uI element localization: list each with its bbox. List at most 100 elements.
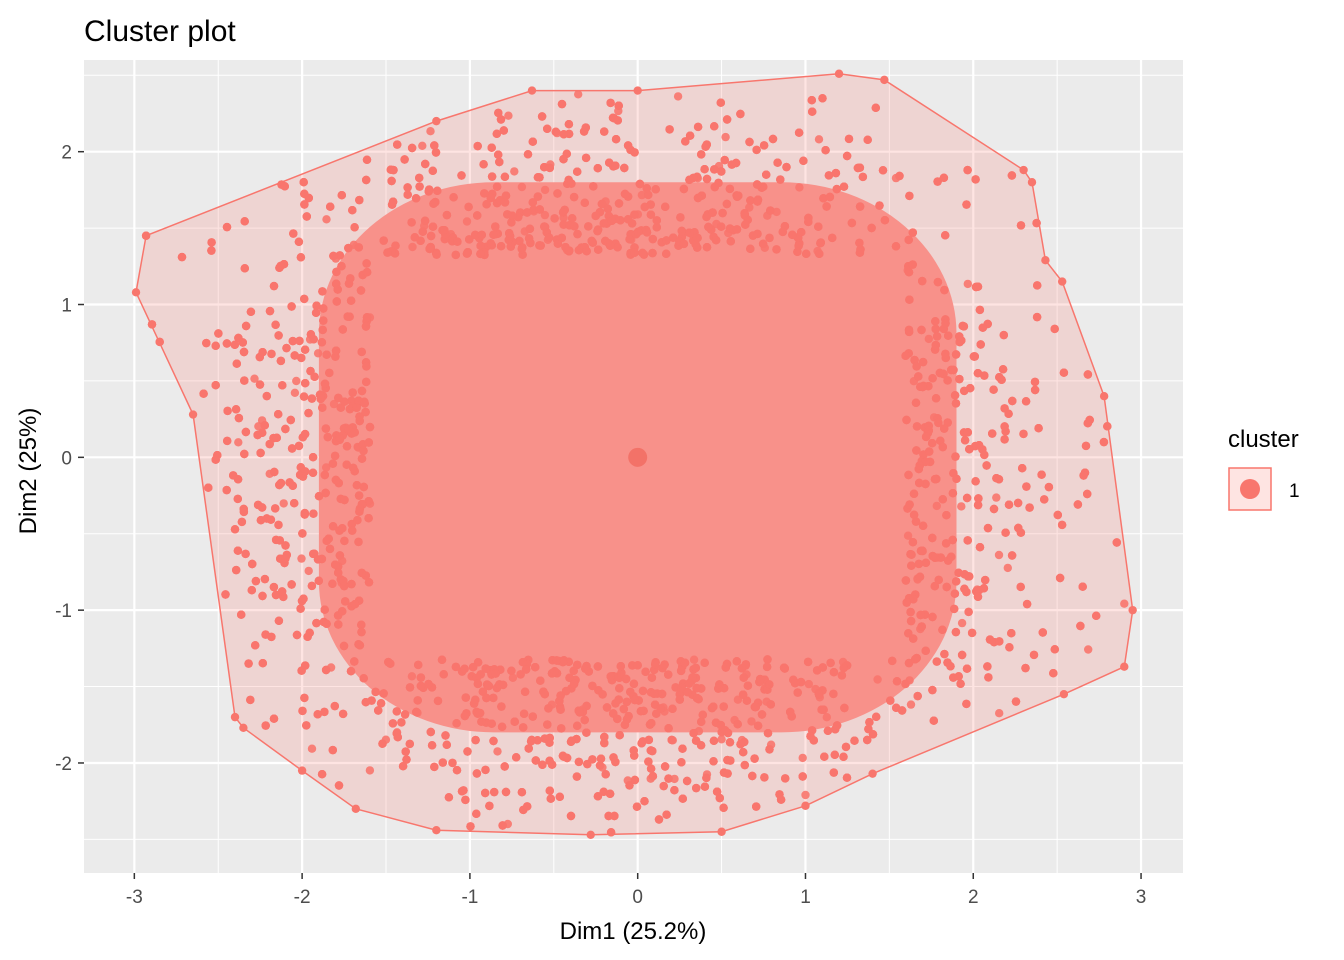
- data-point: [700, 165, 709, 174]
- data-point: [501, 191, 511, 200]
- data-point: [281, 541, 290, 550]
- data-point: [984, 673, 993, 682]
- data-point: [915, 461, 924, 470]
- data-point: [286, 415, 295, 425]
- data-point: [976, 340, 985, 349]
- data-point: [331, 560, 340, 569]
- data-point: [566, 811, 576, 821]
- data-point: [873, 675, 882, 684]
- data-point: [841, 742, 851, 752]
- data-point: [962, 664, 972, 673]
- data-point: [558, 657, 568, 667]
- data-point: [588, 681, 597, 691]
- data-point: [733, 695, 743, 704]
- data-point: [944, 331, 953, 340]
- data-point: [318, 403, 327, 412]
- data-point: [428, 166, 437, 175]
- data-point: [246, 307, 256, 316]
- data-point: [1003, 563, 1012, 573]
- data-point: [912, 422, 922, 431]
- data-point: [482, 693, 491, 703]
- data-point: [340, 536, 349, 546]
- data-point: [593, 792, 603, 801]
- data-point: [662, 236, 671, 245]
- data-point: [401, 747, 410, 756]
- data-point: [992, 474, 1001, 483]
- data-point: [940, 649, 949, 659]
- data-point: [574, 757, 584, 767]
- data-point: [753, 197, 762, 206]
- data-point: [475, 708, 485, 718]
- data-point: [378, 739, 387, 748]
- data-point: [886, 696, 895, 705]
- data-point: [932, 332, 942, 341]
- data-point: [234, 413, 244, 423]
- data-point: [321, 665, 331, 675]
- data-point: [924, 421, 933, 431]
- data-point: [715, 680, 724, 689]
- data-point: [337, 191, 346, 200]
- data-point: [582, 661, 591, 671]
- data-point: [934, 575, 943, 585]
- data-point: [726, 756, 735, 765]
- data-point: [676, 666, 686, 676]
- data-point: [255, 352, 264, 362]
- data-point: [461, 693, 470, 702]
- data-point: [230, 525, 240, 534]
- data-point: [355, 504, 365, 513]
- data-point: [462, 217, 472, 226]
- data-point: [524, 744, 533, 753]
- data-point: [646, 764, 656, 773]
- data-point: [594, 245, 603, 254]
- data-point: [588, 755, 597, 764]
- data-point: [581, 123, 590, 132]
- data-point: [739, 748, 748, 757]
- data-point: [371, 687, 380, 697]
- data-point: [223, 436, 232, 446]
- data-point: [294, 237, 304, 246]
- data-point: [956, 679, 965, 688]
- data-point: [1120, 599, 1129, 608]
- data-point: [559, 155, 568, 164]
- data-point: [685, 131, 695, 140]
- data-point: [726, 237, 735, 246]
- data-point: [231, 405, 241, 414]
- data-point: [839, 182, 849, 191]
- data-point: [282, 343, 291, 353]
- data-point: [557, 724, 566, 733]
- data-point: [1007, 551, 1017, 560]
- data-point: [265, 306, 275, 316]
- data-point: [1021, 663, 1030, 673]
- data-point: [346, 667, 356, 676]
- data-point: [274, 331, 283, 340]
- data-point: [888, 656, 897, 666]
- data-point: [229, 471, 238, 480]
- data-point: [662, 810, 671, 819]
- data-point: [1004, 500, 1014, 509]
- data-point: [1022, 599, 1032, 609]
- data-point: [625, 235, 634, 244]
- data-point: [930, 475, 940, 484]
- data-point: [248, 559, 257, 569]
- data-point: [312, 301, 321, 310]
- legend: cluster 1: [1228, 426, 1300, 511]
- data-point: [1073, 500, 1083, 509]
- data-point: [710, 165, 719, 174]
- data-point: [232, 565, 241, 575]
- data-point: [691, 240, 700, 249]
- data-point: [960, 584, 969, 593]
- data-point: [679, 184, 689, 194]
- data-point: [617, 668, 626, 678]
- data-point: [740, 760, 749, 770]
- data-point: [357, 347, 366, 357]
- data-point: [528, 137, 537, 146]
- data-point: [427, 741, 437, 750]
- data-point: [865, 718, 874, 727]
- data-point: [299, 594, 308, 603]
- data-point: [930, 553, 940, 562]
- data-point: [266, 515, 276, 524]
- data-point: [328, 522, 338, 531]
- data-point: [334, 781, 344, 790]
- data-point: [300, 693, 309, 703]
- data-point: [426, 231, 436, 241]
